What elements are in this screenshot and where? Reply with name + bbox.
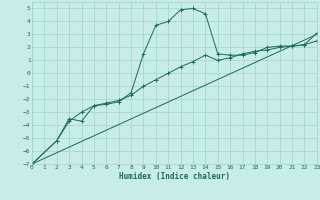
X-axis label: Humidex (Indice chaleur): Humidex (Indice chaleur) <box>119 172 230 181</box>
